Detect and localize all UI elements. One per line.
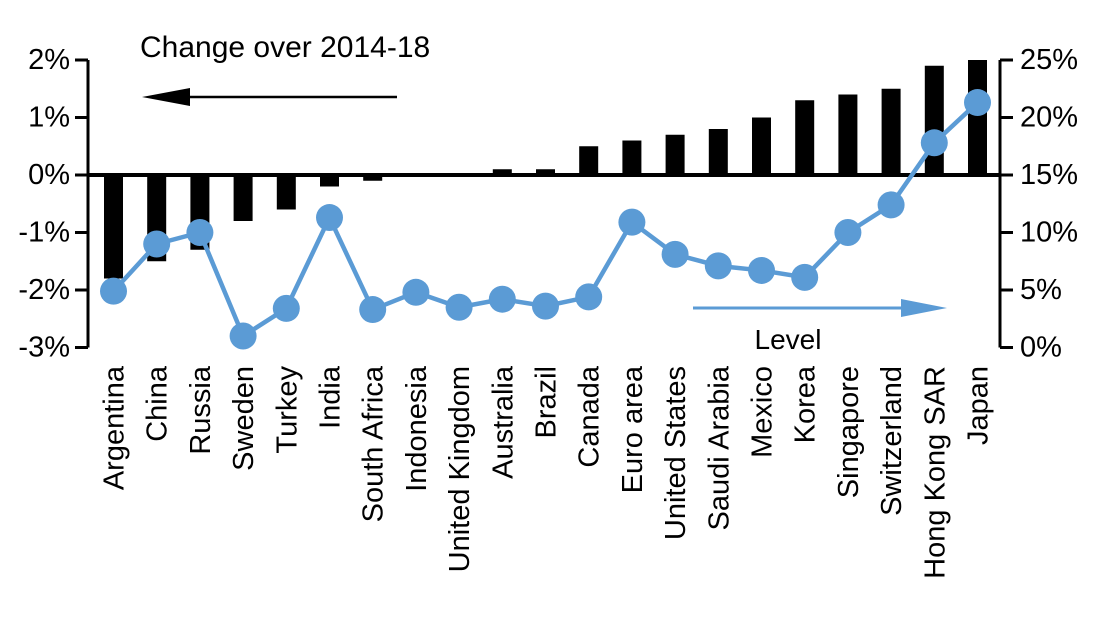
change-bar-turkey bbox=[276, 175, 296, 210]
level-dot-japan bbox=[964, 89, 991, 117]
category-label-korea: Korea bbox=[790, 365, 822, 443]
level-dot-mexico bbox=[748, 256, 775, 284]
right-series-title: Level bbox=[754, 324, 822, 355]
level-dot-canada bbox=[575, 283, 603, 311]
level-dot-united-kingdom bbox=[445, 293, 473, 321]
change-bar-sweden bbox=[233, 175, 253, 221]
change-bar-canada bbox=[579, 146, 599, 175]
level-dot-russia bbox=[186, 219, 214, 246]
change-bar-mexico bbox=[752, 117, 771, 175]
level-dot-turkey bbox=[272, 294, 300, 322]
change-bar-euro-area bbox=[622, 140, 642, 175]
category-label-mexico: Mexico bbox=[747, 366, 779, 458]
level-dot-korea bbox=[791, 263, 819, 291]
level-dot-china bbox=[143, 230, 171, 258]
level-dot-united-states bbox=[661, 240, 689, 268]
level-dot-brazil bbox=[532, 292, 559, 320]
category-label-hong-kong-sar: Hong Kong SAR bbox=[919, 366, 951, 579]
left-series-title: Change over 2014-18 bbox=[140, 31, 431, 64]
change-bar-australia bbox=[492, 169, 512, 175]
level-dot-india bbox=[316, 204, 343, 232]
category-label-united-kingdom: United Kingdom bbox=[444, 366, 476, 572]
category-label-japan: Japan bbox=[963, 366, 995, 445]
category-label-south-africa: South Africa bbox=[358, 365, 390, 522]
category-label-argentina: Argentina bbox=[99, 365, 131, 490]
level-dot-indonesia bbox=[402, 278, 430, 306]
category-label-united-states: United States bbox=[660, 366, 692, 540]
level-dot-switzerland bbox=[877, 191, 905, 219]
change-bar-saudi-arabia bbox=[708, 129, 728, 175]
left-axis-tick-label: -3% bbox=[18, 332, 70, 364]
change-bar-korea bbox=[795, 100, 815, 175]
category-label-saudi-arabia: Saudi Arabia bbox=[703, 365, 735, 530]
change-bar-united-states bbox=[665, 134, 685, 175]
level-dot-argentina bbox=[100, 277, 127, 305]
category-label-sweden: Sweden bbox=[228, 366, 260, 471]
right-axis-tick-label: 10% bbox=[1020, 217, 1078, 249]
left-axis-tick-label: 2% bbox=[28, 44, 70, 76]
change-bar-argentina bbox=[104, 175, 123, 279]
level-dot-singapore bbox=[834, 219, 862, 246]
level-dot-australia bbox=[488, 285, 516, 313]
change-bar-brazil bbox=[536, 169, 555, 175]
right-axis-tick-label: 20% bbox=[1020, 102, 1078, 134]
category-label-india: India bbox=[315, 365, 347, 429]
category-label-australia: Australia bbox=[487, 365, 519, 479]
category-label-canada: Canada bbox=[574, 365, 606, 467]
change-bar-japan bbox=[968, 60, 987, 175]
category-label-indonesia: Indonesia bbox=[401, 365, 433, 492]
left-axis-tick-label: -2% bbox=[18, 274, 70, 306]
category-label-china: China bbox=[142, 365, 174, 442]
category-label-switzerland: Switzerland bbox=[876, 366, 908, 516]
right-axis-tick-label: 15% bbox=[1020, 159, 1078, 191]
level-dot-sweden bbox=[229, 322, 257, 350]
change-arrow-head bbox=[142, 88, 190, 106]
level-dot-south-africa bbox=[359, 296, 387, 324]
level-dot-euro-area bbox=[618, 208, 646, 236]
category-label-singapore: Singapore bbox=[833, 366, 865, 498]
category-label-russia: Russia bbox=[185, 365, 217, 455]
change-bar-singapore bbox=[838, 94, 858, 175]
right-axis-tick-label: 25% bbox=[1020, 44, 1078, 76]
category-label-turkey: Turkey bbox=[271, 366, 303, 454]
change-bar-south-africa bbox=[363, 175, 383, 181]
level-arrow-head bbox=[901, 299, 947, 317]
change-bar-switzerland bbox=[881, 88, 901, 175]
category-label-euro-area: Euro area bbox=[617, 365, 649, 493]
left-axis-tick-label: 0% bbox=[28, 159, 70, 191]
left-axis-tick-label: -1% bbox=[18, 217, 70, 249]
level-dot-hong-kong-sar bbox=[920, 129, 948, 157]
level-dot-saudi-arabia bbox=[704, 252, 732, 280]
right-axis-tick-label: 0% bbox=[1020, 332, 1062, 364]
right-axis-tick-label: 5% bbox=[1020, 274, 1062, 306]
change-bar-hong-kong-sar bbox=[924, 65, 944, 175]
left-axis-tick-label: 1% bbox=[28, 102, 70, 134]
change-bar-india bbox=[320, 175, 339, 187]
category-label-brazil: Brazil bbox=[531, 366, 563, 439]
